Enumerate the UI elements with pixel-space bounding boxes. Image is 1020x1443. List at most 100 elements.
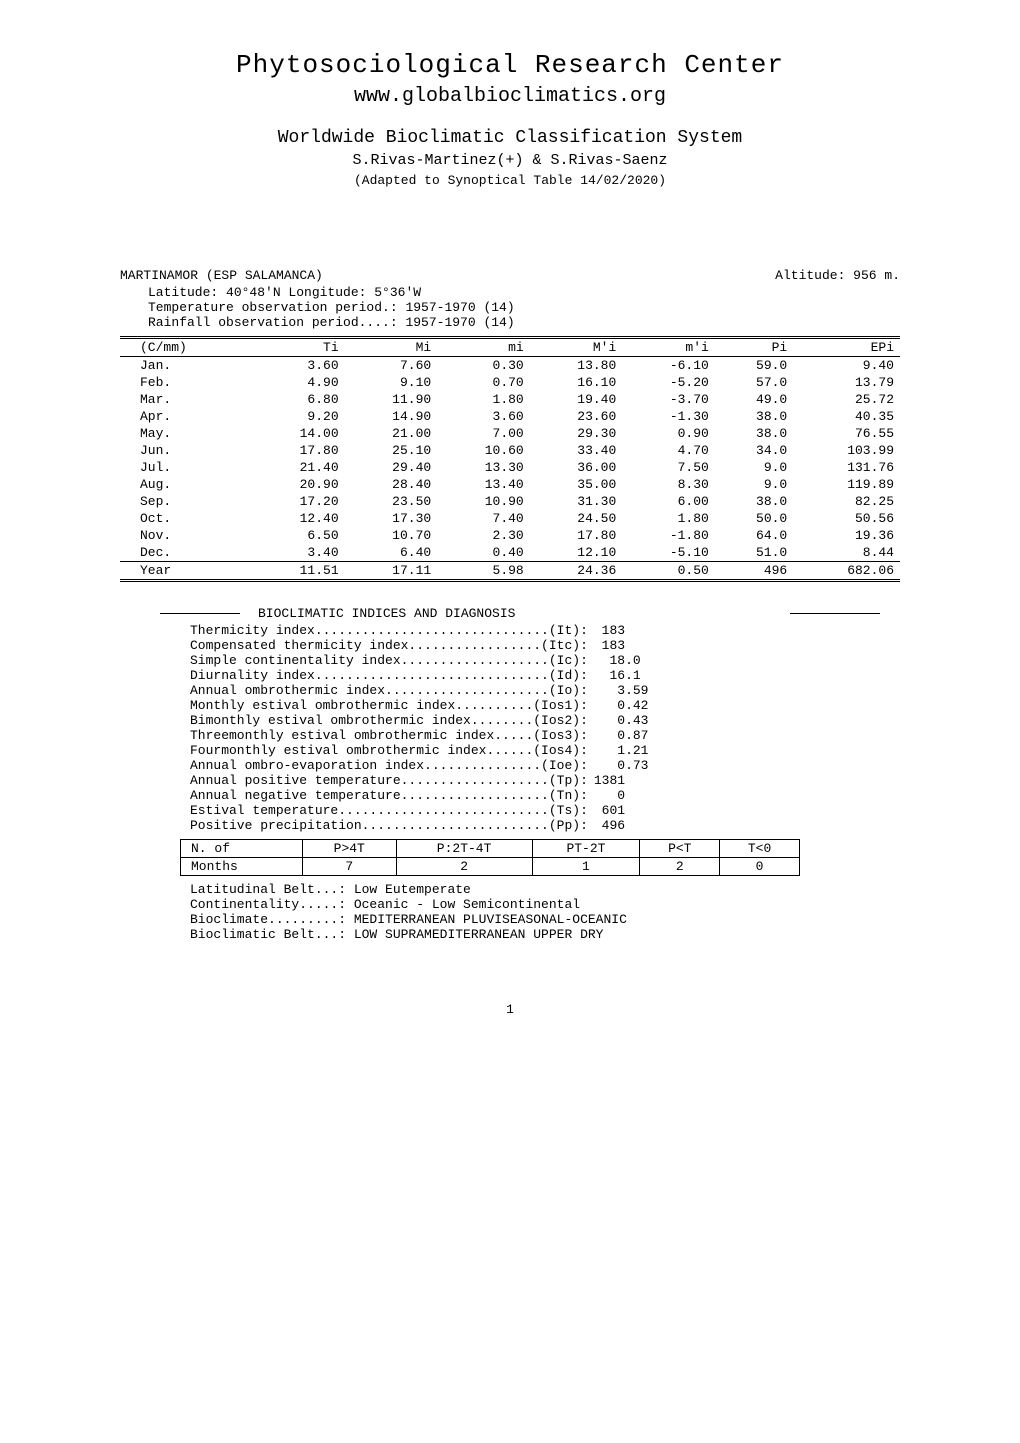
index-row: Annual ombro-evaporation index..........… (190, 758, 900, 773)
year-epi: 682.06 (793, 562, 900, 581)
station-block: MARTINAMOR (ESP SALAMANCA) Altitude: 956… (120, 268, 900, 582)
index-value: 601 (594, 803, 625, 818)
table-cell: Aug. (120, 476, 252, 493)
table-cell: Dec. (120, 544, 252, 562)
table-cell: 16.10 (530, 374, 623, 391)
col-ti: Ti (252, 338, 345, 357)
station-rain-period: Rainfall observation period....: 1957-19… (148, 315, 900, 330)
station-latlon: Latitude: 40°48'N Longitude: 5°36'W (148, 285, 900, 300)
col-mi: mi (437, 338, 530, 357)
index-row: Bimonthly estival ombrothermic index....… (190, 713, 900, 728)
table-cell: Apr. (120, 408, 252, 425)
table-cell: 50.56 (793, 510, 900, 527)
table-cell: 9.40 (793, 357, 900, 375)
year-mprimei-cap: 24.36 (530, 562, 623, 581)
table-cell: 64.0 (715, 527, 793, 544)
table-cell: 14.00 (252, 425, 345, 442)
table-cell: 29.30 (530, 425, 623, 442)
index-value: 0.42 (594, 698, 649, 713)
table-cell: 6.00 (622, 493, 715, 510)
table-cell: 3.60 (437, 408, 530, 425)
index-value: 1.21 (594, 743, 649, 758)
table-cell: 1.80 (622, 510, 715, 527)
table-cell: 21.40 (252, 459, 345, 476)
table-cell: 9.10 (345, 374, 438, 391)
table-cell: 82.25 (793, 493, 900, 510)
index-value: 3.59 (594, 683, 649, 698)
table-cell: -6.10 (622, 357, 715, 375)
index-row: Estival temperature.....................… (190, 803, 900, 818)
index-row: Compensated thermicity index............… (190, 638, 900, 653)
table-cell: 23.50 (345, 493, 438, 510)
th-months-label: Months (181, 858, 303, 876)
table-cell: -1.80 (622, 527, 715, 544)
indices-title: BIOCLIMATIC INDICES AND DIAGNOSIS (258, 606, 515, 621)
table-row: Nov.6.5010.702.3017.80-1.8064.019.36 (120, 527, 900, 544)
rule-left (160, 613, 240, 614)
table-cell: -3.70 (622, 391, 715, 408)
table-cell: 17.80 (252, 442, 345, 459)
year-pi: 496 (715, 562, 793, 581)
table-cell: 6.80 (252, 391, 345, 408)
index-label: Annual ombrothermic index...............… (190, 683, 588, 698)
table-cell: 19.36 (793, 527, 900, 544)
index-label: Estival temperature.....................… (190, 803, 588, 818)
thresh-data-row: Months 7 2 1 2 0 (181, 858, 800, 876)
index-label: Positive precipitation..................… (190, 818, 588, 833)
table-cell: 17.30 (345, 510, 438, 527)
table-row: Apr.9.2014.903.6023.60-1.3038.040.35 (120, 408, 900, 425)
indices-list: Thermicity index........................… (190, 623, 900, 833)
table-cell: 20.90 (252, 476, 345, 493)
col-mi-cap: Mi (345, 338, 438, 357)
table-cell: 119.89 (793, 476, 900, 493)
th-t0: T<0 (720, 840, 800, 858)
table-row: May.14.0021.007.0029.300.9038.076.55 (120, 425, 900, 442)
table-cell: 7.50 (622, 459, 715, 476)
index-label: Threemonthly estival ombrothermic index.… (190, 728, 588, 743)
index-row: Annual ombrothermic index...............… (190, 683, 900, 698)
year-mi-cap: 17.11 (345, 562, 438, 581)
index-value: 16.1 (594, 668, 641, 683)
indices-block: BIOCLIMATIC INDICES AND DIAGNOSIS Thermi… (120, 606, 900, 942)
table-cell: 25.72 (793, 391, 900, 408)
year-ti: 11.51 (252, 562, 345, 581)
year-mi: 5.98 (437, 562, 530, 581)
diagnosis-line: Bioclimate.........: MEDITERRANEAN PLUVI… (190, 912, 900, 927)
table-row: Jan.3.607.600.3013.80-6.1059.09.40 (120, 357, 900, 375)
table-cell: 31.30 (530, 493, 623, 510)
index-row: Diurnality index........................… (190, 668, 900, 683)
station-temp-period: Temperature observation period.: 1957-19… (148, 300, 900, 315)
table-cell: -1.30 (622, 408, 715, 425)
table-cell: Sep. (120, 493, 252, 510)
index-value: 183 (594, 638, 625, 653)
col-month: (C/mm) (120, 338, 252, 357)
station-altitude: Altitude: 956 m. (775, 268, 900, 283)
col-mprimei: m'i (622, 338, 715, 357)
table-cell: 103.99 (793, 442, 900, 459)
table-row: Aug.20.9028.4013.4035.008.309.0119.89 (120, 476, 900, 493)
index-label: Bimonthly estival ombrothermic index....… (190, 713, 588, 728)
table-row: Jul.21.4029.4013.3036.007.509.0131.76 (120, 459, 900, 476)
table-cell: May. (120, 425, 252, 442)
table-cell: 50.0 (715, 510, 793, 527)
table-cell: 59.0 (715, 357, 793, 375)
diagnosis-line: Continentality.....: Oceanic - Low Semic… (190, 897, 900, 912)
table-cell: 8.30 (622, 476, 715, 493)
th-p4t: P>4T (302, 840, 396, 858)
table-cell: 38.0 (715, 493, 793, 510)
table-row: Sep.17.2023.5010.9031.306.0038.082.25 (120, 493, 900, 510)
table-cell: 0.30 (437, 357, 530, 375)
table-cell: 3.60 (252, 357, 345, 375)
table-cell: 10.70 (345, 527, 438, 544)
table-cell: Feb. (120, 374, 252, 391)
index-label: Compensated thermicity index............… (190, 638, 588, 653)
th-p2t4t: P:2T-4T (396, 840, 532, 858)
table-cell: 0.90 (622, 425, 715, 442)
index-row: Annual negative temperature.............… (190, 788, 900, 803)
th-months-p4t: 7 (302, 858, 396, 876)
index-label: Monthly estival ombrothermic index......… (190, 698, 588, 713)
table-cell: 12.40 (252, 510, 345, 527)
table-cell: 4.70 (622, 442, 715, 459)
table-cell: 34.0 (715, 442, 793, 459)
index-row: Annual positive temperature.............… (190, 773, 900, 788)
